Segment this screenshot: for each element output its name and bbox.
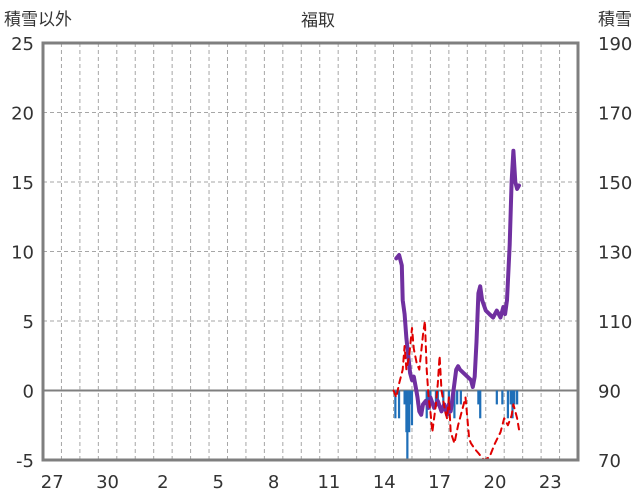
change-bar xyxy=(513,390,516,405)
change-bar xyxy=(459,390,462,405)
gridlines xyxy=(43,43,578,460)
change-bar xyxy=(403,390,406,405)
x-tick-label: 23 xyxy=(539,472,562,493)
right-tick-label: 90 xyxy=(598,382,621,403)
left-tick-label: 0 xyxy=(23,382,34,403)
chart-title: 福取 xyxy=(301,11,335,31)
change-bar xyxy=(406,390,409,460)
x-tick-label: 2 xyxy=(157,472,168,493)
x-tick-label: 17 xyxy=(428,472,451,493)
left-tick-label: 5 xyxy=(23,312,34,333)
right-axis-label: 積雪 xyxy=(598,10,632,30)
temperature-line xyxy=(392,320,520,461)
left-axis-label: 積雪以外 xyxy=(4,10,72,30)
change-bar xyxy=(408,390,411,433)
change-bar xyxy=(479,390,482,419)
change-bar xyxy=(409,390,412,405)
change-bar xyxy=(501,390,504,405)
change-bar xyxy=(495,390,498,405)
x-tick-label: 5 xyxy=(213,472,224,493)
plot-frame xyxy=(41,41,580,462)
change-bar xyxy=(453,390,456,419)
x-tick-label: 14 xyxy=(373,472,396,493)
change-bar xyxy=(509,390,512,405)
change-bar xyxy=(456,390,459,405)
change-bar xyxy=(506,390,510,419)
x-tick-label: 27 xyxy=(41,472,64,493)
change-bar xyxy=(516,390,519,405)
change-bar xyxy=(397,390,401,419)
x-tick-label: 30 xyxy=(96,472,119,493)
change-bar xyxy=(410,390,414,426)
left-tick-label: 10 xyxy=(11,243,34,264)
change-bar xyxy=(394,390,397,419)
change-bar xyxy=(442,390,445,405)
x-tick-label: 20 xyxy=(484,472,507,493)
right-tick-label: 70 xyxy=(598,451,621,472)
snow_depth-line xyxy=(394,148,521,417)
left-tick-label: 25 xyxy=(11,34,34,55)
data-lines xyxy=(392,148,521,461)
right-tick-label: 110 xyxy=(598,312,632,333)
x-tick-label: 8 xyxy=(268,472,279,493)
right-tick-label: 190 xyxy=(598,34,632,55)
x-tick-label: 11 xyxy=(317,472,340,493)
change-bar xyxy=(477,390,480,405)
left-tick-label: 20 xyxy=(11,104,34,125)
change-bar xyxy=(436,390,439,405)
right-tick-label: 170 xyxy=(598,104,632,125)
right-tick-label: 150 xyxy=(598,173,632,194)
right-tick-label: 130 xyxy=(598,243,632,264)
left-tick-label: 15 xyxy=(11,173,34,194)
left-tick-label: -5 xyxy=(16,451,34,472)
